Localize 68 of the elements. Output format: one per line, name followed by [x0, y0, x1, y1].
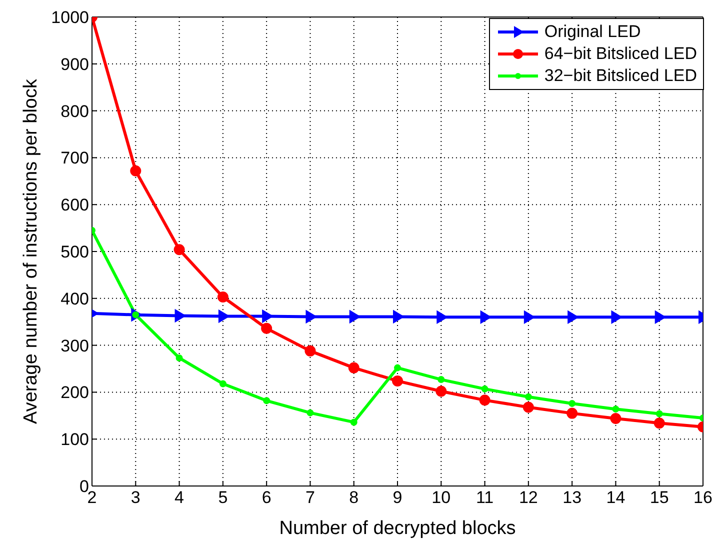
point [219, 380, 226, 388]
point [217, 291, 228, 302]
point [568, 310, 579, 324]
y-tick-label: 1000 [51, 8, 89, 28]
y-tick-label: 0 [80, 477, 89, 496]
x-tick-label: 15 [650, 488, 669, 508]
point [479, 394, 490, 406]
y-tick-label: 500 [60, 242, 89, 262]
x-tick-label: 6 [262, 488, 272, 508]
y-tick-label: 200 [60, 383, 89, 402]
y-tick-label: 300 [60, 336, 89, 356]
point [218, 310, 230, 323]
y-axis-title: Average number of instructions per block [20, 78, 42, 424]
point [348, 362, 360, 374]
point [261, 322, 272, 334]
point [350, 418, 358, 426]
legend-label: Original LED [544, 22, 641, 42]
x-tick-label: 10 [432, 488, 451, 508]
point [176, 354, 183, 362]
point [568, 400, 576, 407]
x-tick-label: 14 [606, 488, 626, 508]
legend-label: 64−bit Bitsliced LED [544, 44, 697, 64]
x-tick-label: 7 [305, 488, 315, 508]
x-tick-label: 2 [87, 488, 97, 508]
point [610, 412, 622, 424]
y-tick-label: 100 [60, 430, 89, 450]
point [656, 410, 663, 418]
point [304, 345, 316, 356]
point [174, 244, 185, 256]
point [436, 310, 448, 324]
point [612, 406, 620, 413]
point [306, 310, 317, 324]
point [438, 376, 445, 384]
point [654, 418, 665, 429]
x-tick-label: 3 [130, 488, 140, 508]
point [392, 375, 403, 386]
point [394, 364, 401, 372]
x-tick-label: 9 [392, 488, 402, 508]
point [263, 397, 270, 404]
x-axis-title: Number of decrypted blocks [279, 518, 516, 539]
y-tick-label: 800 [60, 102, 89, 121]
x-tick-label: 13 [562, 488, 582, 508]
x-tick-label: 8 [349, 488, 359, 508]
point [130, 165, 142, 176]
point [436, 386, 447, 397]
point [393, 310, 404, 324]
x-tick-label: 11 [476, 488, 494, 508]
point [566, 408, 578, 419]
x-tick-label: 5 [218, 488, 228, 508]
y-tick-label: 600 [60, 196, 89, 215]
point [481, 385, 488, 392]
x-tick-label: 12 [518, 488, 538, 508]
point [611, 310, 622, 324]
point [262, 310, 274, 323]
point [349, 310, 360, 324]
x-tick-label: 4 [174, 488, 184, 508]
point [306, 409, 314, 416]
y-tick-label: 700 [60, 148, 89, 168]
y-tick-label: 400 [60, 289, 89, 308]
point [522, 402, 534, 413]
point [524, 393, 532, 400]
legend-label: 32−bit Bitsliced LED [544, 66, 697, 86]
point [654, 310, 666, 324]
point [524, 310, 535, 324]
point [480, 310, 492, 324]
x-tick-label: 16 [694, 488, 712, 508]
point [174, 309, 186, 322]
y-tick-label: 900 [60, 54, 89, 74]
